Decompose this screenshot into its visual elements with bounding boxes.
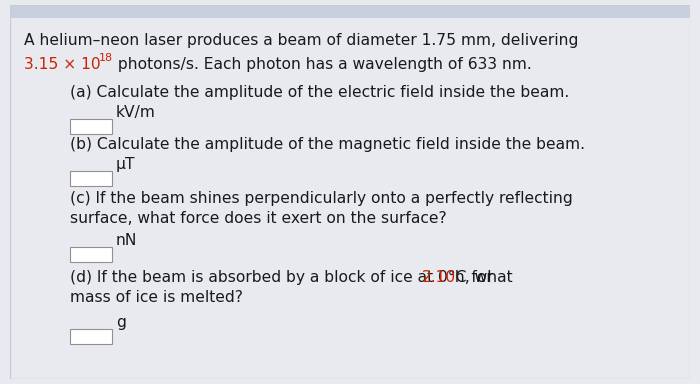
Text: 3.15 × 10: 3.15 × 10 — [24, 57, 100, 72]
Text: h, what: h, what — [450, 270, 512, 285]
Text: mass of ice is melted?: mass of ice is melted? — [70, 290, 243, 305]
Text: A helium–neon laser produces a beam of diameter 1.75 mm, delivering: A helium–neon laser produces a beam of d… — [24, 33, 578, 48]
Text: g: g — [116, 315, 126, 330]
FancyBboxPatch shape — [70, 119, 112, 134]
Text: μT: μT — [116, 157, 135, 172]
Text: (a) Calculate the amplitude of the electric field inside the beam.: (a) Calculate the amplitude of the elect… — [70, 85, 569, 100]
Text: (c) If the beam shines perpendicularly onto a perfectly reflecting: (c) If the beam shines perpendicularly o… — [70, 191, 573, 206]
Text: 2.10: 2.10 — [422, 270, 456, 285]
FancyBboxPatch shape — [70, 247, 112, 262]
Text: (b) Calculate the amplitude of the magnetic field inside the beam.: (b) Calculate the amplitude of the magne… — [70, 137, 584, 152]
FancyBboxPatch shape — [70, 171, 112, 186]
Text: photons/s. Each photon has a wavelength of 633 nm.: photons/s. Each photon has a wavelength … — [113, 57, 531, 72]
Text: surface, what force does it exert on the surface?: surface, what force does it exert on the… — [70, 211, 447, 227]
Text: kV/m: kV/m — [116, 105, 155, 120]
FancyBboxPatch shape — [10, 5, 690, 18]
Text: nN: nN — [116, 233, 137, 248]
Text: 18: 18 — [99, 53, 113, 63]
FancyBboxPatch shape — [70, 329, 112, 344]
Text: (d) If the beam is absorbed by a block of ice at 0°C for: (d) If the beam is absorbed by a block o… — [70, 270, 498, 285]
